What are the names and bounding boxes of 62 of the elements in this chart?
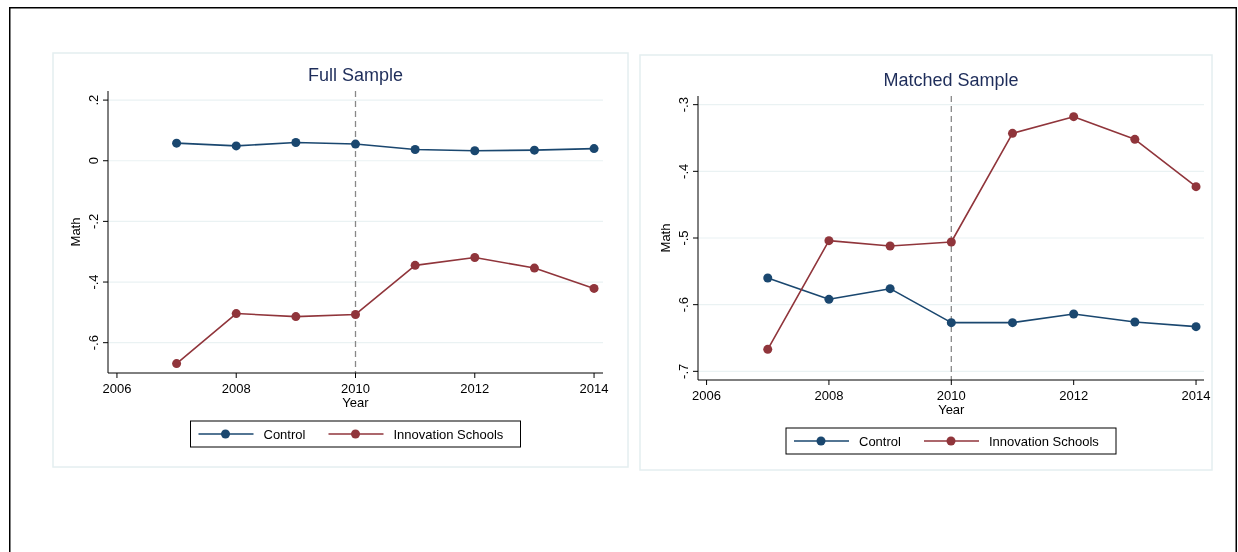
x-tick-label: 2014 [1181, 388, 1211, 403]
y-tick-label: -.7 [676, 363, 691, 379]
point [231, 309, 241, 319]
point [946, 237, 956, 247]
point [291, 138, 301, 148]
point [589, 283, 599, 293]
point [351, 309, 360, 319]
legend-label: Innovation Schools [989, 434, 1100, 449]
x-tick-label: 2014 [579, 381, 609, 396]
x-tick-label: 2006 [102, 381, 132, 396]
x-tick-label: 2008 [221, 381, 251, 396]
y-tick-label: -.4 [86, 274, 101, 290]
point [231, 141, 241, 151]
y-tick-label: -.6 [86, 335, 101, 351]
point [291, 312, 301, 322]
point [410, 145, 420, 155]
x-axis-title: Year [342, 395, 370, 410]
y-tick-label: 0 [86, 157, 101, 165]
x-axis-title: Year [938, 402, 966, 417]
point [1007, 128, 1017, 138]
point [529, 145, 539, 155]
legend-label: Control [859, 434, 902, 449]
x-tick-label: 2012 [1059, 388, 1089, 403]
x-tick-label: 2008 [814, 388, 844, 403]
chart-title: Matched Sample [883, 70, 1019, 90]
point [529, 263, 539, 273]
point [1191, 182, 1201, 192]
y-axis-title: Math [68, 217, 83, 247]
x-tick-label: 2010 [341, 381, 370, 396]
point [470, 252, 480, 262]
point [1130, 134, 1140, 144]
point [763, 273, 773, 283]
point [1069, 112, 1079, 122]
y-axis-title: Math [658, 223, 673, 253]
point [885, 284, 895, 294]
point [885, 241, 895, 251]
y-tick-label: -.2 [86, 213, 101, 229]
y-tick-label: -.5 [676, 230, 691, 246]
chart-title: Full Sample [307, 65, 404, 85]
legend-label: Control [263, 427, 306, 442]
x-tick-label: 2010 [936, 388, 966, 403]
point [589, 144, 599, 154]
x-tick-label: 2006 [692, 388, 722, 403]
x-tick-label: 2012 [460, 381, 490, 396]
point [1130, 317, 1140, 327]
point [1191, 322, 1201, 332]
legend-label: Innovation Schools [393, 427, 504, 442]
point [824, 294, 834, 304]
point [351, 139, 360, 149]
point [1069, 309, 1079, 319]
y-tick-label: -.3 [676, 97, 691, 113]
point [1007, 318, 1017, 328]
point [824, 236, 834, 246]
point [763, 344, 773, 354]
point [470, 146, 480, 156]
y-tick-label: -.4 [676, 163, 691, 179]
point [946, 318, 956, 328]
point [410, 260, 420, 270]
y-tick-label: -.6 [676, 297, 691, 313]
point [172, 359, 182, 369]
point [172, 138, 182, 148]
y-tick-label: .2 [86, 94, 101, 106]
